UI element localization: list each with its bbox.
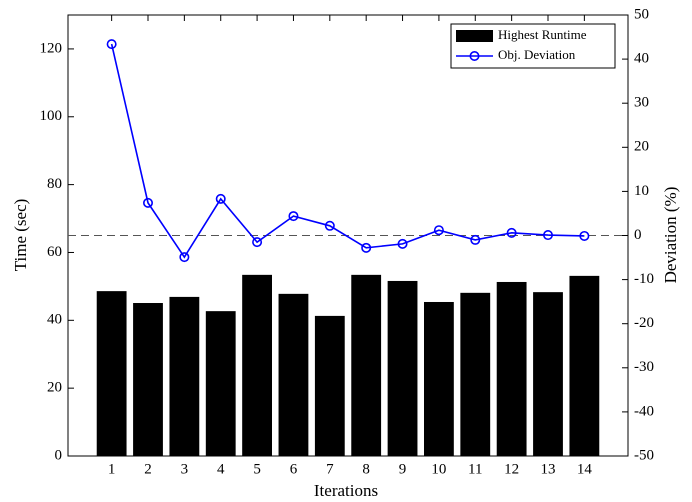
x-tick-label: 1 [108,461,116,477]
legend-swatch [469,50,480,61]
y-tick-label: 60 [47,244,62,260]
y-axis-label: Time (sec) [11,199,30,272]
marker [470,234,481,245]
x-tick-label: 7 [326,461,334,477]
bar [387,280,418,456]
x-tick-label: 12 [504,461,519,477]
y-tick-label: 120 [40,40,63,56]
bar [460,292,491,456]
bar [533,292,563,456]
marker [433,225,444,236]
bar [278,293,309,456]
y2-tick-label: 0 [634,227,642,243]
x-tick-label: 11 [468,461,482,477]
bar [205,311,236,456]
y2-tick-label: 20 [634,139,649,155]
x-tick-label: 10 [431,461,446,477]
y2-tick-label: -40 [634,403,654,419]
marker [143,197,154,208]
marker [542,230,553,241]
y2-tick-label: -50 [634,447,654,463]
marker [397,238,408,249]
y2-axis-label: Deviation (%) [661,187,680,284]
marker [579,230,590,241]
y2-tick-label: 30 [634,95,649,111]
legend-label: Highest Runtime [498,27,587,42]
marker [215,193,226,204]
x-tick-label: 8 [362,461,370,477]
y2-tick-label: -10 [634,271,654,287]
bar [424,301,454,456]
legend-swatch [456,30,493,42]
y-tick-label: 20 [47,380,62,396]
y2-tick-label: -30 [634,359,654,375]
x-axis-label: Iterations [314,481,378,500]
bar [242,274,272,456]
marker [361,242,372,253]
x-tick-label: 14 [577,461,593,477]
y2-tick-label: 50 [634,6,649,22]
x-tick-label: 3 [181,461,189,477]
y-tick-label: 80 [47,176,62,192]
marker [252,237,263,248]
bar [96,291,127,456]
y2-tick-label: 10 [634,183,649,199]
y2-tick-label: 40 [634,51,649,67]
bar [169,296,200,456]
legend-label: Obj. Deviation [498,47,576,62]
bar [314,315,345,456]
x-tick-label: 2 [144,461,152,477]
x-tick-label: 6 [290,461,298,477]
marker [179,252,190,263]
marker [506,227,517,238]
y-tick-label: 0 [55,447,63,463]
y-tick-label: 40 [47,312,62,328]
bar [133,303,163,456]
line [110,43,585,259]
bar [496,281,527,456]
marker [324,220,335,231]
bar [351,274,382,456]
bar [569,275,600,456]
marker [288,211,299,222]
x-tick-label: 4 [217,461,225,477]
y2-tick-label: -20 [634,315,654,331]
marker [106,39,117,50]
y-tick-label: 100 [40,108,63,124]
x-tick-label: 13 [541,461,556,477]
x-tick-label: 9 [399,461,407,477]
x-tick-label: 5 [253,461,261,477]
